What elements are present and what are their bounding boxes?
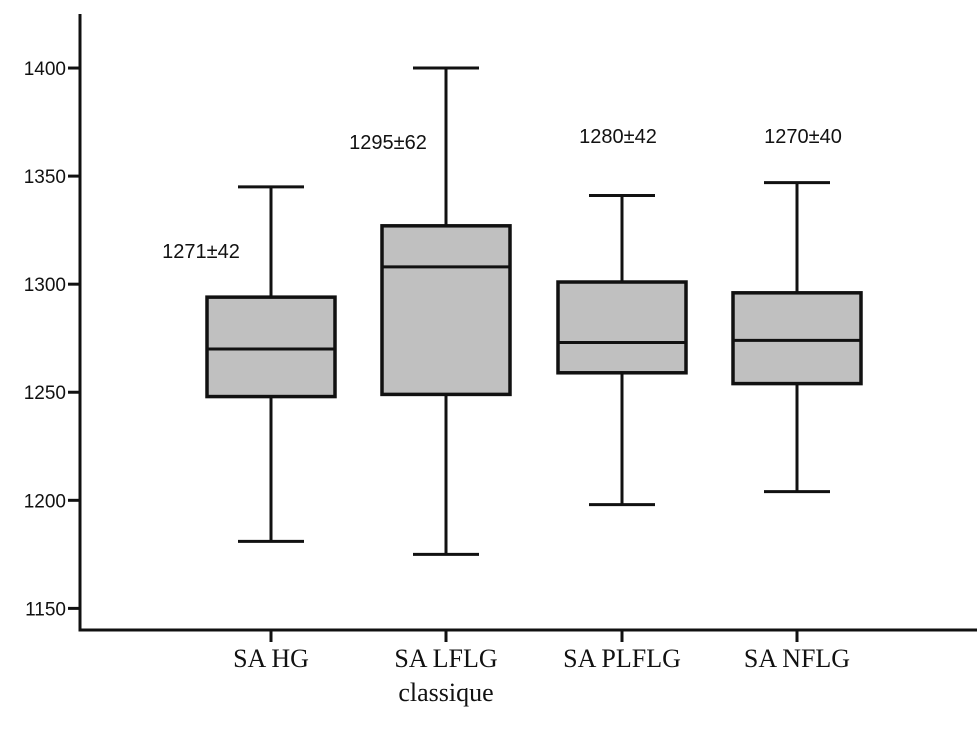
y-tick-label: 1350	[24, 167, 66, 188]
box-iqr	[731, 291, 863, 386]
category-label: SA NFLG	[744, 644, 850, 673]
mean-sd-annotation: 1270±40	[764, 126, 842, 148]
mean-sd-annotation: 1271±42	[162, 241, 240, 263]
box-iqr	[205, 295, 337, 399]
box-group	[380, 66, 512, 556]
chart-labels: 1150 1200 1250 1300 1350 1400 SA HG SA LFLG clas…	[24, 59, 850, 707]
y-tick-label: 1250	[24, 383, 66, 404]
chart-axes	[68, 14, 977, 642]
y-tick-label: 1150	[25, 599, 66, 620]
y-tick-label: 1400	[24, 59, 66, 80]
box-iqr	[556, 280, 688, 375]
mean-sd-annotation: 1280±42	[579, 126, 657, 148]
box-group	[731, 181, 863, 494]
category-label: SA LFLG	[394, 644, 497, 673]
box-group	[205, 185, 337, 543]
y-tick-label: 1300	[24, 275, 66, 296]
box-group	[556, 194, 688, 507]
category-label: SA PLFLG	[563, 644, 681, 673]
y-tick-label: 1200	[24, 491, 66, 512]
box-iqr	[380, 224, 512, 397]
mean-sd-annotation: 1295±62	[349, 132, 427, 154]
category-label: SA HG	[233, 644, 309, 673]
category-label: classique	[398, 678, 493, 707]
chart-boxes	[205, 66, 863, 556]
